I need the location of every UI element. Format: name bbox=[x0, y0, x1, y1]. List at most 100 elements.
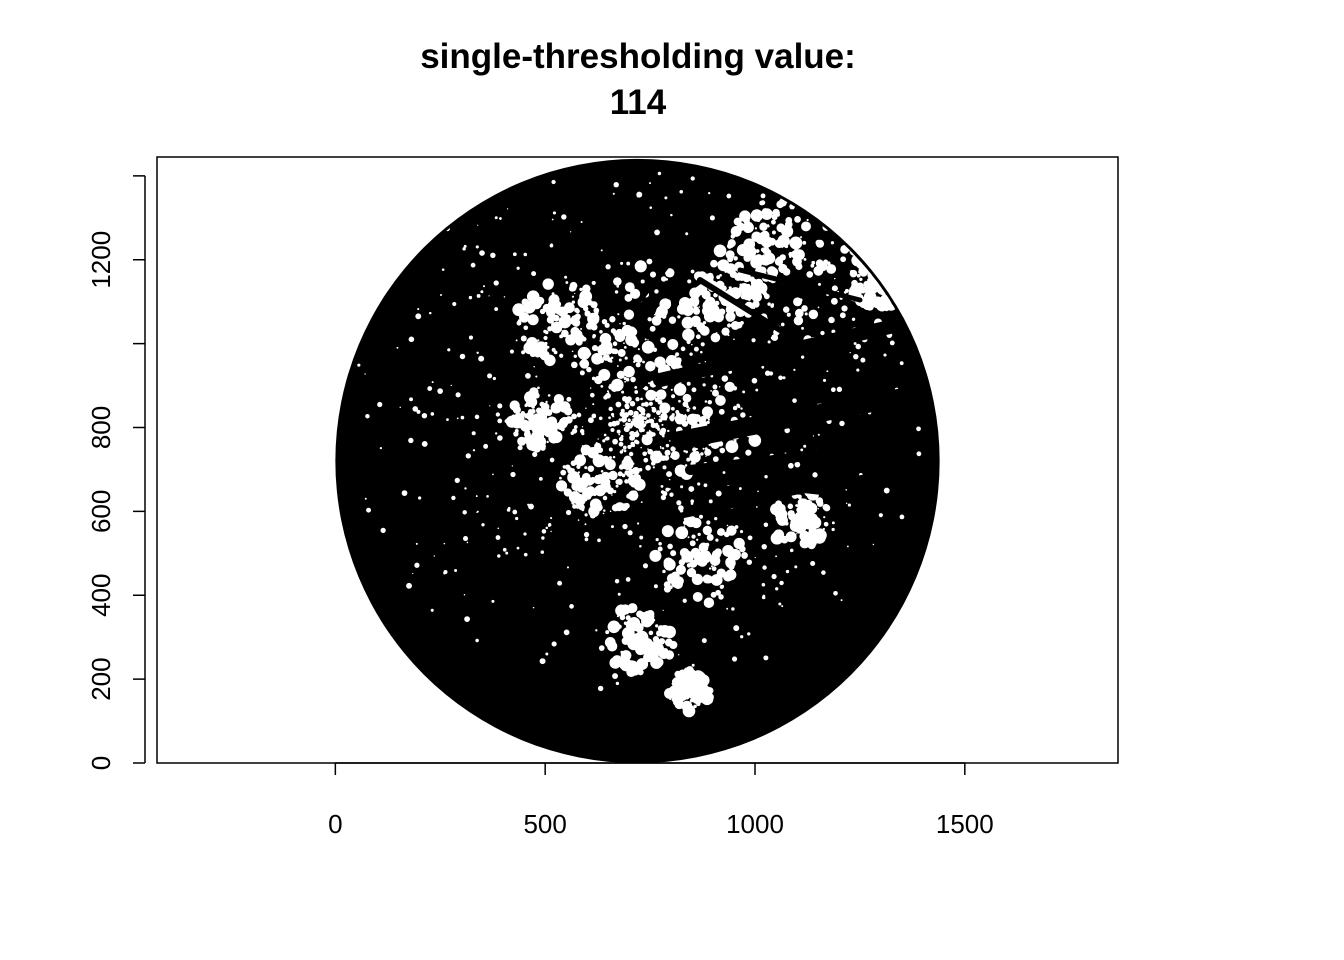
sky-gap-speck bbox=[452, 301, 457, 307]
sky-gap-speck bbox=[766, 254, 774, 262]
sky-gap-speck bbox=[876, 264, 886, 274]
sky-gap-speck bbox=[612, 389, 615, 392]
sky-gap-speck bbox=[572, 428, 578, 434]
sky-gap-speck bbox=[555, 480, 568, 492]
sky-gap-speck bbox=[715, 538, 719, 542]
sky-gap-speck bbox=[477, 224, 479, 226]
sky-gap-speck bbox=[740, 294, 746, 300]
sky-gap-speck bbox=[618, 418, 622, 422]
sky-gap-speck bbox=[887, 241, 890, 245]
sky-gap-speck bbox=[612, 438, 618, 445]
sky-gap-speck bbox=[746, 276, 751, 282]
sky-gap-speck bbox=[689, 352, 693, 356]
sky-gap-speck bbox=[532, 451, 538, 458]
sky-gap-speck bbox=[617, 471, 623, 477]
sky-gap-speck bbox=[584, 310, 590, 315]
sky-gap-speck bbox=[779, 580, 784, 586]
sky-gap-speck bbox=[662, 434, 665, 438]
branch-silhouette bbox=[697, 277, 783, 333]
sky-gap-speck bbox=[597, 504, 600, 507]
sky-gap-speck bbox=[760, 235, 771, 245]
sky-gap-speck bbox=[916, 426, 921, 432]
sky-gap-speck bbox=[770, 531, 784, 545]
sky-gap-speck bbox=[654, 289, 659, 294]
sky-gap-speck bbox=[726, 193, 732, 199]
sky-gap-speck bbox=[704, 448, 712, 456]
sky-gap-speck bbox=[582, 487, 585, 491]
sky-gap-speck bbox=[869, 193, 873, 197]
sky-gap-speck bbox=[430, 412, 435, 416]
sky-gap-speck bbox=[608, 447, 613, 452]
sky-gap-speck bbox=[689, 559, 698, 568]
sky-gap-speck bbox=[545, 353, 549, 357]
sky-gap-speck bbox=[802, 510, 808, 515]
sky-gap-speck bbox=[698, 418, 704, 423]
sky-gap-speck bbox=[665, 358, 671, 364]
sky-gap-speck bbox=[736, 222, 746, 231]
sky-gap-speck bbox=[594, 484, 606, 497]
sky-gap-speck bbox=[664, 418, 667, 421]
sky-gap-speck bbox=[581, 472, 591, 482]
sky-gap-speck bbox=[691, 573, 704, 586]
sky-gap-speck bbox=[679, 562, 684, 566]
sky-gap-speck bbox=[596, 474, 605, 482]
sky-gap-speck bbox=[661, 525, 674, 538]
sky-gap-speck bbox=[679, 190, 684, 194]
sky-gap-speck bbox=[705, 455, 707, 457]
sky-gap-speck bbox=[468, 295, 473, 300]
sky-gap-speck bbox=[757, 490, 759, 493]
sky-gap-speck bbox=[883, 487, 890, 494]
sky-gap-speck bbox=[717, 529, 724, 536]
sky-gap-speck bbox=[703, 597, 715, 608]
sky-gap-speck bbox=[491, 599, 495, 603]
sky-gap-speck bbox=[663, 413, 666, 415]
sky-gap-speck bbox=[563, 488, 572, 497]
sky-gap-speck bbox=[649, 549, 662, 562]
sky-gap-speck bbox=[707, 274, 714, 281]
sky-gap-speck bbox=[850, 215, 860, 225]
sky-gap-speck bbox=[670, 450, 680, 461]
sky-gap-speck bbox=[515, 516, 519, 521]
sky-gap-speck bbox=[572, 314, 580, 323]
sky-gap-speck bbox=[882, 228, 889, 236]
sky-gap-speck bbox=[739, 530, 744, 534]
sky-gap-speck bbox=[549, 457, 555, 463]
sky-gap-speck bbox=[476, 510, 479, 513]
sky-gap-speck bbox=[686, 408, 690, 412]
sky-gap-speck bbox=[899, 514, 905, 520]
sky-gap-speck bbox=[868, 250, 873, 255]
sky-gap-speck bbox=[573, 425, 578, 429]
sky-gap-speck bbox=[855, 224, 859, 228]
sky-gap-speck bbox=[541, 430, 544, 433]
sky-gap-speck bbox=[414, 562, 420, 568]
sky-gap-speck bbox=[520, 335, 527, 342]
sky-gap-speck bbox=[470, 262, 476, 268]
sky-gap-speck bbox=[764, 474, 768, 479]
sky-gap-speck bbox=[429, 311, 432, 315]
sky-gap-speck bbox=[620, 434, 624, 438]
sky-gap-speck bbox=[564, 314, 571, 321]
sky-gap-speck bbox=[489, 405, 491, 407]
sky-gap-speck bbox=[643, 457, 649, 463]
sky-gap-speck bbox=[618, 464, 624, 470]
sky-gap-speck bbox=[849, 351, 851, 354]
sky-gap-speck bbox=[874, 239, 878, 243]
sky-gap-speck bbox=[743, 253, 752, 262]
sky-gap-speck bbox=[636, 356, 643, 363]
sky-gap-speck bbox=[732, 386, 738, 391]
sky-gap-speck bbox=[585, 407, 587, 410]
sky-gap-speck bbox=[492, 473, 494, 476]
sky-gap-speck bbox=[809, 506, 815, 512]
sky-gap-speck bbox=[682, 673, 695, 685]
sky-gap-speck bbox=[631, 469, 637, 475]
sky-gap-speck bbox=[876, 181, 884, 189]
sky-gap-speck bbox=[622, 445, 627, 450]
sky-gap-speck bbox=[810, 518, 814, 522]
sky-gap-speck bbox=[570, 329, 583, 342]
sky-gap-speck bbox=[689, 698, 694, 703]
sky-gap-speck bbox=[466, 541, 469, 544]
sky-gap-speck bbox=[835, 206, 845, 216]
sky-gap-speck bbox=[808, 309, 819, 320]
sky-gap-speck bbox=[412, 572, 414, 575]
sky-gap-speck bbox=[441, 268, 445, 271]
